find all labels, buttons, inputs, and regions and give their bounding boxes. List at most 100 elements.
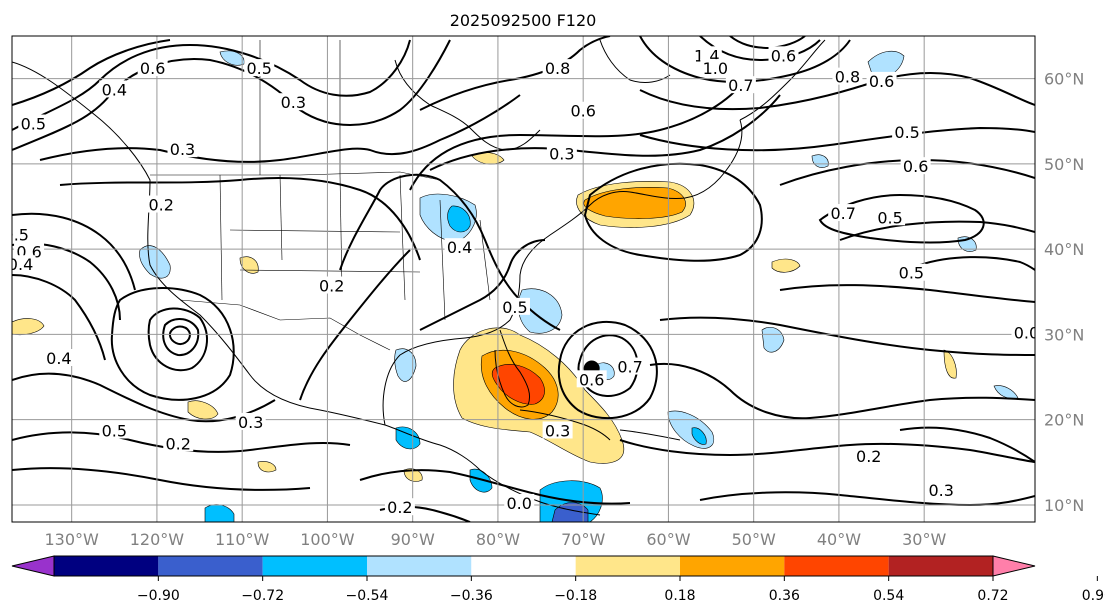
lon-label: 110°W — [215, 530, 270, 549]
lon-label: 100°W — [300, 530, 355, 549]
contour-label-bg — [137, 59, 168, 77]
contour-label-bg — [542, 421, 573, 439]
latitude-labels: 60°N 50°N 40°N 30°N 20°N 10°N — [1044, 70, 1084, 515]
colorbar-tick-label: −0.72 — [241, 588, 284, 604]
contour-label-bg — [12, 255, 36, 273]
lon-label: 70°W — [561, 530, 605, 549]
lon-label: 40°W — [817, 530, 861, 549]
colorbar-swatch — [784, 556, 889, 576]
colorbar-tick-label: −0.18 — [554, 588, 597, 604]
lon-label: 120°W — [130, 530, 185, 549]
coastlines — [12, 39, 826, 516]
contour-label: 0.4 — [447, 238, 472, 257]
contour-label-bg — [244, 59, 275, 77]
colorbar-tick-label: −0.36 — [450, 588, 493, 604]
contour-label: 0.2 — [856, 447, 881, 466]
contour-label: 0.3 — [238, 413, 263, 432]
contour-label-bg — [235, 412, 266, 430]
lon-label: 60°W — [646, 530, 690, 549]
contour-label: 0.0 — [1014, 323, 1039, 342]
contour-label: 0.7 — [728, 76, 753, 95]
colorbar-swatch — [888, 556, 993, 576]
contour-label-bg — [926, 481, 957, 499]
contour-label-bg — [1011, 323, 1035, 341]
contour-label-bg — [700, 59, 731, 77]
contour-label: 0.4 — [102, 80, 127, 99]
contour-label-bg — [384, 498, 415, 516]
shade-arctic-blue — [219, 50, 245, 66]
colorbar-tick-label: 0.90 — [1082, 588, 1105, 604]
lat-label: 50°N — [1044, 155, 1084, 174]
shade-greatlakes-cyan — [447, 205, 471, 233]
contour-label: 1.0 — [703, 59, 728, 78]
contour-label: 0.5 — [877, 208, 902, 227]
contour-label: 0.5 — [4, 225, 29, 244]
contour-label-bg — [14, 242, 45, 260]
contour-label-bg — [853, 447, 884, 465]
colorbar-swatch — [471, 556, 576, 576]
contour-label: 0.5 — [894, 123, 919, 142]
contour-label: 0.5 — [21, 115, 46, 134]
shade-atlantic-yellow-2 — [943, 349, 957, 379]
contour-label: 0.8 — [545, 59, 570, 78]
contour-label-bg — [163, 434, 194, 452]
contour-label-bg — [828, 204, 859, 222]
contour-label-bg — [615, 357, 646, 375]
contour-label-bg — [278, 93, 309, 111]
lat-label: 60°N — [1044, 70, 1084, 89]
contour-label: 0.5 — [102, 421, 127, 440]
colorbar-swatch — [680, 556, 785, 576]
contour-label: 0.6 — [869, 72, 894, 91]
map-title: 2025092500 F120 — [450, 11, 597, 30]
contour-label-bg — [900, 157, 931, 175]
lon-label: 90°W — [391, 530, 435, 549]
contour-label: 0.2 — [148, 196, 173, 215]
lat-label: 40°N — [1044, 240, 1084, 259]
contour-label-bg — [43, 349, 74, 366]
contour-label: 0.2 — [387, 498, 412, 517]
colorbar-tick-label: 0.54 — [873, 588, 904, 604]
contour-label-bg — [896, 263, 927, 281]
colorbar-tick-label: 0.72 — [977, 588, 1008, 604]
shade-central-blue — [395, 426, 421, 450]
country-borders — [150, 40, 491, 351]
shade-atlantic-blue-1 — [761, 327, 785, 353]
shade-atlantic-yellow-1 — [771, 258, 801, 273]
contour-label-bg — [568, 101, 599, 119]
colorbar-tick-label: 0.18 — [664, 588, 695, 604]
contour-labels: 0.6 0.4 0.5 0.3 0.2 0.6 0.5 0.4 0.4 0.5 0.2 0.3 0.2 0… — [4, 46, 1039, 517]
contour-label: 0.4 — [46, 349, 71, 368]
colorbar-tick-label: −0.90 — [137, 588, 180, 604]
map-panel: 0.6 0.4 0.5 0.3 0.2 0.6 0.5 0.4 0.4 0.5 0.2 0.3 0.2 0… — [4, 35, 1039, 523]
contour-label-bg — [546, 144, 577, 162]
lat-label: 10°N — [1044, 496, 1084, 515]
colorbar-swatch — [367, 556, 472, 576]
contour-label: 0.0 — [507, 494, 532, 513]
colorbar-swatch — [575, 556, 680, 576]
lon-label: 30°W — [902, 530, 946, 549]
contour-label-bg — [18, 114, 49, 132]
contour-label: 0.3 — [549, 144, 574, 163]
shaded-anomaly-regions — [12, 50, 1019, 522]
contour-label: 0.2 — [166, 434, 191, 453]
contour-label-bg — [892, 123, 923, 141]
contour-label: 0.6 — [570, 102, 595, 121]
contour-label-bg — [875, 208, 906, 226]
contour-label: 0.6 — [579, 370, 604, 389]
contour-label-bg — [504, 493, 535, 511]
colorbar-swatch — [158, 556, 263, 576]
shade-newengland-orange — [583, 187, 686, 219]
contour-label: 0.5 — [502, 298, 527, 317]
colorbar-swatch — [262, 556, 367, 576]
colorbar-tick-label: 0.36 — [769, 588, 800, 604]
colorbar-extend-low — [11, 555, 55, 577]
colorbar-swatch — [54, 556, 159, 576]
lon-label: 130°W — [44, 530, 99, 549]
contour-label: 0.2 — [319, 277, 344, 296]
contour-label-bg — [832, 67, 863, 85]
lat-label: 30°N — [1044, 325, 1084, 344]
contour-label: 0.7 — [617, 358, 642, 377]
contour-label: 0.8 — [835, 68, 860, 87]
contour-label: 0.6 — [771, 46, 796, 65]
